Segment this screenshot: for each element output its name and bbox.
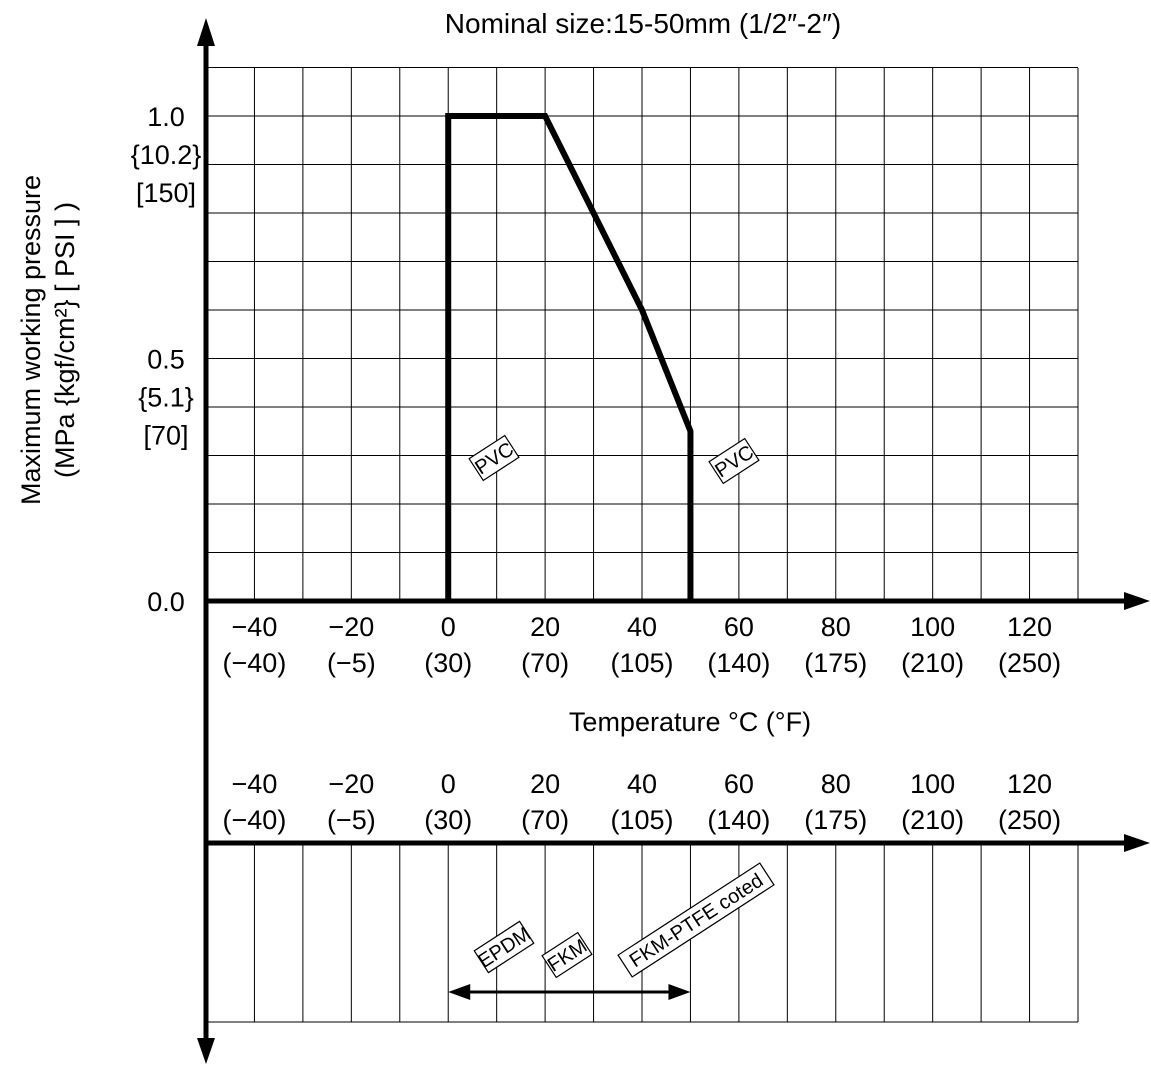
x-tick-label-celsius: 0 [441, 769, 456, 799]
y-tick-label: {5.1} [138, 383, 194, 413]
x-tick-label-celsius: 0 [441, 612, 456, 642]
x-tick-label-fahrenheit: (−40) [223, 648, 287, 678]
material-label-fkm: FKM [541, 931, 593, 979]
x-tick-label-celsius: 20 [530, 612, 560, 642]
y-tick-label: {10.2} [131, 140, 202, 170]
x-tick-label-celsius: −40 [232, 612, 278, 642]
series-line-pvc [445, 113, 694, 601]
x-tick-label-celsius: 100 [910, 612, 955, 642]
chart-title: Nominal size:15-50mm (1/2″-2″) [445, 8, 841, 39]
material-label-epdm: EPDM [473, 920, 535, 974]
material-label-fkm-ptfe: FKM-PTFE coted [617, 862, 775, 978]
x-axis-label: Temperature °C (°F) [569, 707, 811, 737]
x-tick-label-celsius: 100 [910, 769, 955, 799]
y-tick-label: 0.5 [147, 345, 185, 375]
annotation-pvc-box [708, 437, 760, 485]
x-axis-upper-arrow [1124, 592, 1150, 610]
y-tick-label: [70] [143, 421, 188, 451]
x-tick-label-fahrenheit: (140) [707, 648, 770, 678]
material-label-fkm-ptfe-text: FKM-PTFE coted [626, 870, 768, 973]
x-tick-label-fahrenheit: (30) [424, 805, 472, 835]
x-tick-label-fahrenheit: (105) [610, 805, 673, 835]
range-arrow-right [668, 984, 691, 1000]
range-arrow-left [448, 984, 471, 1000]
x-tick-label-fahrenheit: (250) [998, 805, 1061, 835]
x-tick-label-fahrenheit: (30) [424, 648, 472, 678]
material-label-fkm-ptfe-box [617, 862, 775, 978]
x-tick-label-celsius: 20 [530, 769, 560, 799]
x-tick-label-fahrenheit: (210) [901, 648, 964, 678]
x-tick-label-celsius: 40 [627, 769, 657, 799]
upper-grid [205, 67, 1079, 602]
x-tick-label-fahrenheit: (175) [804, 648, 867, 678]
annotation-pvc: PVC [708, 437, 760, 485]
x-tick-label-celsius: 60 [724, 612, 754, 642]
material-label-fkm-box [541, 931, 593, 979]
x-tick-label-fahrenheit: (105) [610, 648, 673, 678]
x-tick-label-celsius: 120 [1007, 612, 1052, 642]
x-tick-label-celsius: 60 [724, 769, 754, 799]
x-tick-label-fahrenheit: (70) [521, 805, 569, 835]
x-tick-label-celsius: 80 [821, 769, 851, 799]
x-tick-label-fahrenheit: (70) [521, 648, 569, 678]
y-axis-arrow-up [197, 18, 215, 46]
x-tick-label-fahrenheit: (210) [901, 805, 964, 835]
x-tick-label-celsius: −20 [328, 769, 374, 799]
y-tick-label: 1.0 [147, 102, 185, 132]
annotation-pvc-box [468, 434, 520, 482]
x-tick-label-fahrenheit: (250) [998, 648, 1061, 678]
y-axis-label: Maximum working pressure [16, 175, 46, 505]
lower-grid [205, 843, 1079, 1023]
y-axis-label: (MPa {kgf/cm²} [ PSI ] ) [50, 202, 80, 478]
y-axis-arrow-down [197, 1038, 215, 1064]
x-tick-label-fahrenheit: (−40) [223, 805, 287, 835]
x-tick-label-celsius: −20 [328, 612, 374, 642]
x-tick-label-fahrenheit: (−5) [327, 648, 376, 678]
x-tick-label-celsius: 80 [821, 612, 851, 642]
x-tick-label-fahrenheit: (140) [707, 805, 770, 835]
y-tick-label: [150] [136, 178, 196, 208]
x-tick-label-celsius: 40 [627, 612, 657, 642]
annotation-pvc: PVC [468, 434, 520, 482]
x-tick-label-celsius: 120 [1007, 769, 1052, 799]
x-tick-label-fahrenheit: (175) [804, 805, 867, 835]
x-axis-lower-arrow [1124, 834, 1150, 852]
material-label-epdm-box [473, 920, 535, 974]
y-tick-label: 0.0 [147, 587, 185, 617]
x-tick-label-celsius: −40 [232, 769, 278, 799]
x-tick-label-fahrenheit: (−5) [327, 805, 376, 835]
